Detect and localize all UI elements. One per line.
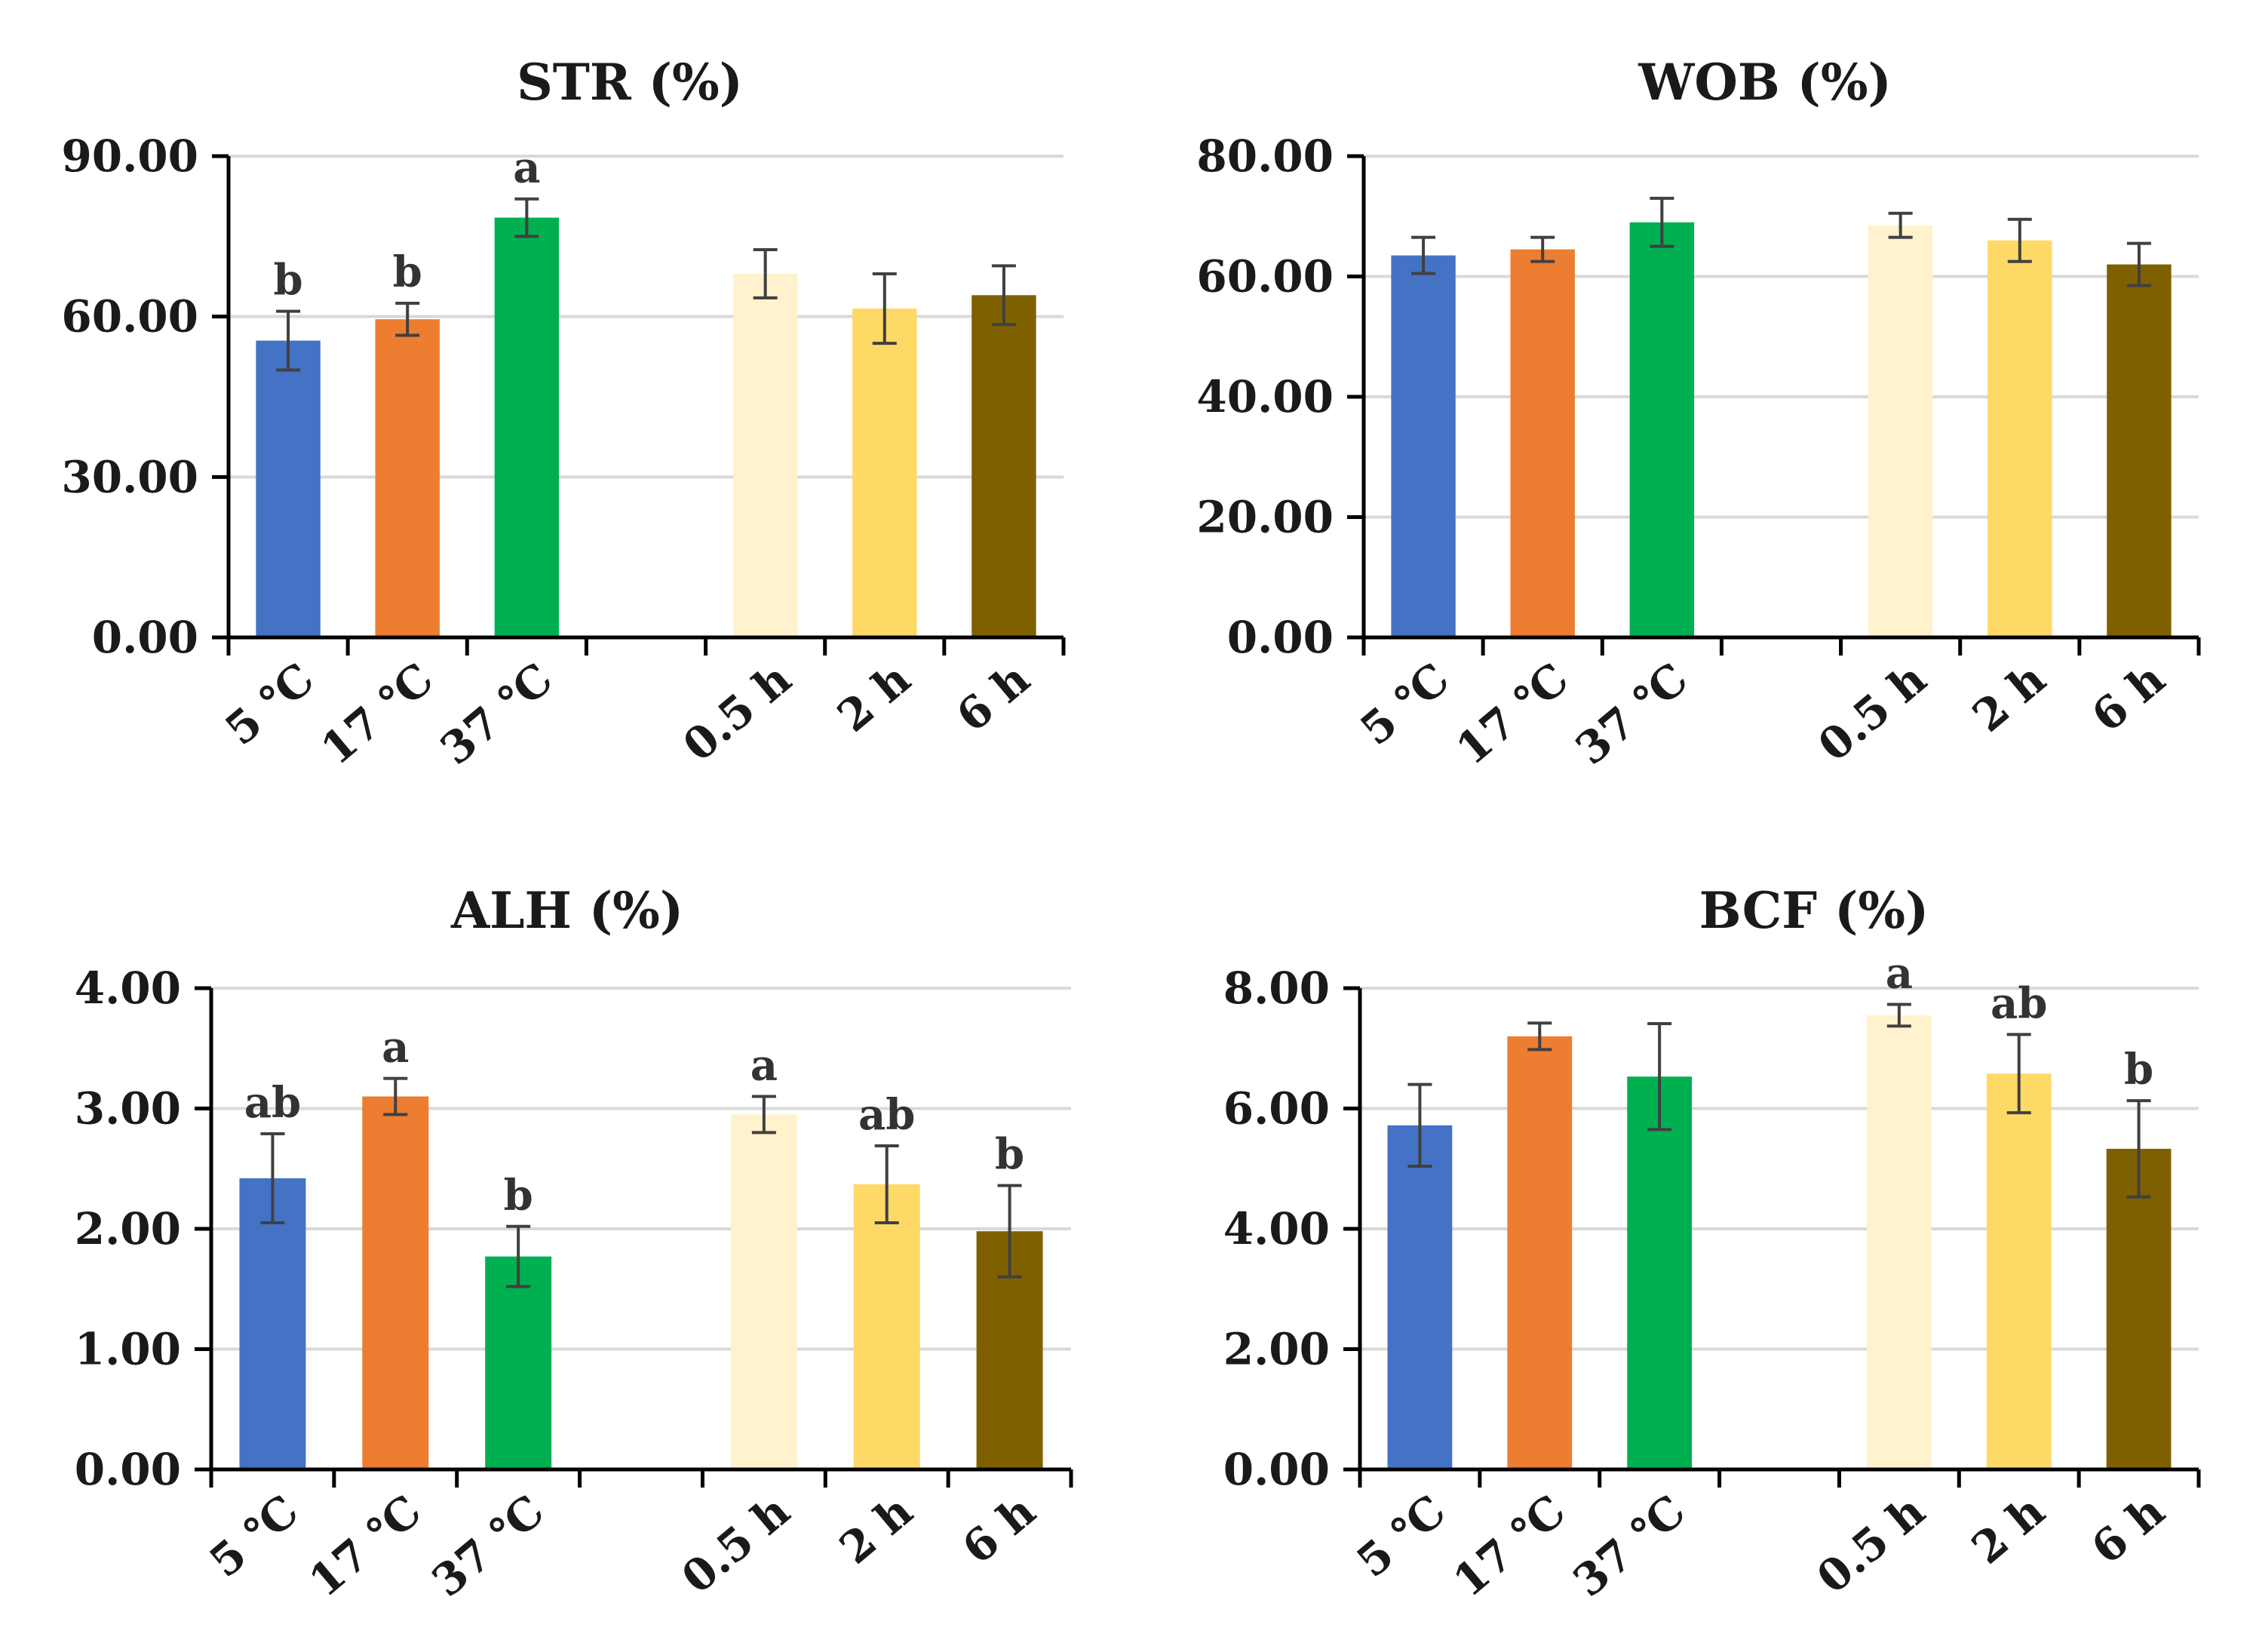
bar	[1627, 1076, 1693, 1469]
chart-panel-2: WOB (%) 0.00 20.00 40.00 60.00 80.00 5 ℃17 ℃37…	[1196, 53, 2201, 775]
y-tick-label: 30.00	[61, 451, 198, 502]
chart-title: BCF (%)	[1699, 881, 1929, 940]
significance-label: a	[513, 143, 540, 193]
chart-title: STR (%)	[517, 53, 743, 112]
x-category-label: 6 h	[953, 1485, 1045, 1574]
y-tick-label: 80.00	[1196, 131, 1334, 182]
y-tick-label: 0.00	[92, 612, 198, 663]
y-tick-label: 90.00	[61, 131, 198, 182]
y-tick-label: 0.00	[75, 1444, 181, 1495]
bar	[1629, 222, 1695, 638]
bar	[239, 1178, 306, 1469]
x-category-label: 17 ℃	[312, 653, 443, 775]
x-category-label: 17 ℃	[1447, 653, 1578, 775]
chart-panel-1: STR (%) 0.00 30.00 60.00 90.00 b b a 5 ℃17 ℃37 ℃…	[61, 53, 1066, 775]
y-tick-label: 60.00	[61, 291, 198, 342]
y-tick-label: 2.00	[75, 1203, 181, 1254]
y-tick-label: 1.00	[75, 1324, 181, 1375]
significance-label: b	[504, 1171, 533, 1221]
x-category-label: 37 ℃	[1566, 653, 1697, 775]
y-tick-label: 8.00	[1223, 963, 1330, 1014]
y-tick-label: 20.00	[1196, 492, 1334, 543]
x-category-label: 5 ℃	[200, 1485, 308, 1588]
significance-label: a	[750, 1041, 778, 1091]
x-category-label: 17 ℃	[1444, 1485, 1575, 1607]
x-category-label: 2 h	[1962, 1485, 2054, 1574]
bar	[1387, 1125, 1453, 1469]
y-tick-label: 0.00	[1227, 612, 1334, 663]
y-tick-label: 0.00	[1223, 1444, 1330, 1495]
x-category-label: 5 ℃	[1351, 653, 1459, 756]
x-category-label: 37 ℃	[431, 653, 562, 775]
y-tick-label: 40.00	[1196, 371, 1334, 422]
x-category-label: 0.5 h	[1809, 653, 1936, 772]
x-category-label: 0.5 h	[672, 1485, 800, 1604]
x-category-label: 2 h	[827, 653, 919, 742]
x-category-label: 6 h	[2082, 1485, 2174, 1574]
significance-label: a	[382, 1023, 409, 1073]
y-tick-label: 4.00	[75, 963, 181, 1014]
significance-label: ab	[858, 1090, 915, 1140]
x-category-label: 17 ℃	[299, 1485, 431, 1607]
bar	[485, 1256, 552, 1469]
significance-label: a	[1886, 949, 1913, 999]
x-category-label: 2 h	[830, 1485, 922, 1574]
x-category-label: 0.5 h	[1807, 1485, 1935, 1604]
significance-label: b	[393, 247, 422, 297]
bar	[730, 1114, 797, 1469]
y-tick-label: 60.00	[1196, 251, 1334, 302]
bar	[2106, 1148, 2172, 1469]
bar	[1391, 255, 1456, 637]
bar	[1507, 1036, 1573, 1469]
x-category-label: 37 ℃	[422, 1485, 554, 1607]
y-tick-label: 6.00	[1223, 1083, 1330, 1135]
bar	[494, 217, 560, 637]
chart-title: ALH (%)	[450, 881, 683, 940]
bar	[375, 319, 440, 637]
x-category-label: 37 ℃	[1564, 1485, 1695, 1607]
significance-label: ab	[244, 1078, 301, 1128]
x-category-label: 2 h	[1963, 653, 2055, 742]
x-category-label: 6 h	[2083, 653, 2175, 742]
chart-panel-4: BCF (%) 0.00 2.00 4.00 6.00 8.00 a ab b 5 ℃17 ℃37…	[1223, 881, 2201, 1607]
bar	[852, 309, 917, 637]
bar	[256, 340, 321, 637]
bar	[362, 1096, 429, 1469]
bar	[1868, 225, 1933, 637]
y-tick-label: 3.00	[75, 1083, 181, 1135]
bar	[1987, 240, 2052, 637]
bar	[732, 273, 798, 637]
significance-label: b	[995, 1130, 1024, 1180]
bar	[971, 295, 1036, 637]
y-tick-label: 4.00	[1223, 1203, 1330, 1254]
chart-title: WOB (%)	[1638, 53, 1892, 112]
significance-label: ab	[1991, 978, 2047, 1028]
bar	[1866, 1015, 1932, 1469]
x-category-label: 5 ℃	[1347, 1485, 1455, 1588]
significance-label: b	[273, 256, 302, 306]
bar	[1510, 249, 1575, 637]
y-tick-label: 2.00	[1223, 1324, 1330, 1375]
bar	[1986, 1073, 2052, 1469]
bar	[2107, 264, 2172, 637]
significance-label: b	[2124, 1045, 2153, 1095]
bar	[853, 1184, 920, 1469]
x-category-label: 0.5 h	[674, 653, 801, 772]
x-category-label: 5 ℃	[216, 653, 324, 756]
x-category-label: 6 h	[947, 653, 1039, 742]
